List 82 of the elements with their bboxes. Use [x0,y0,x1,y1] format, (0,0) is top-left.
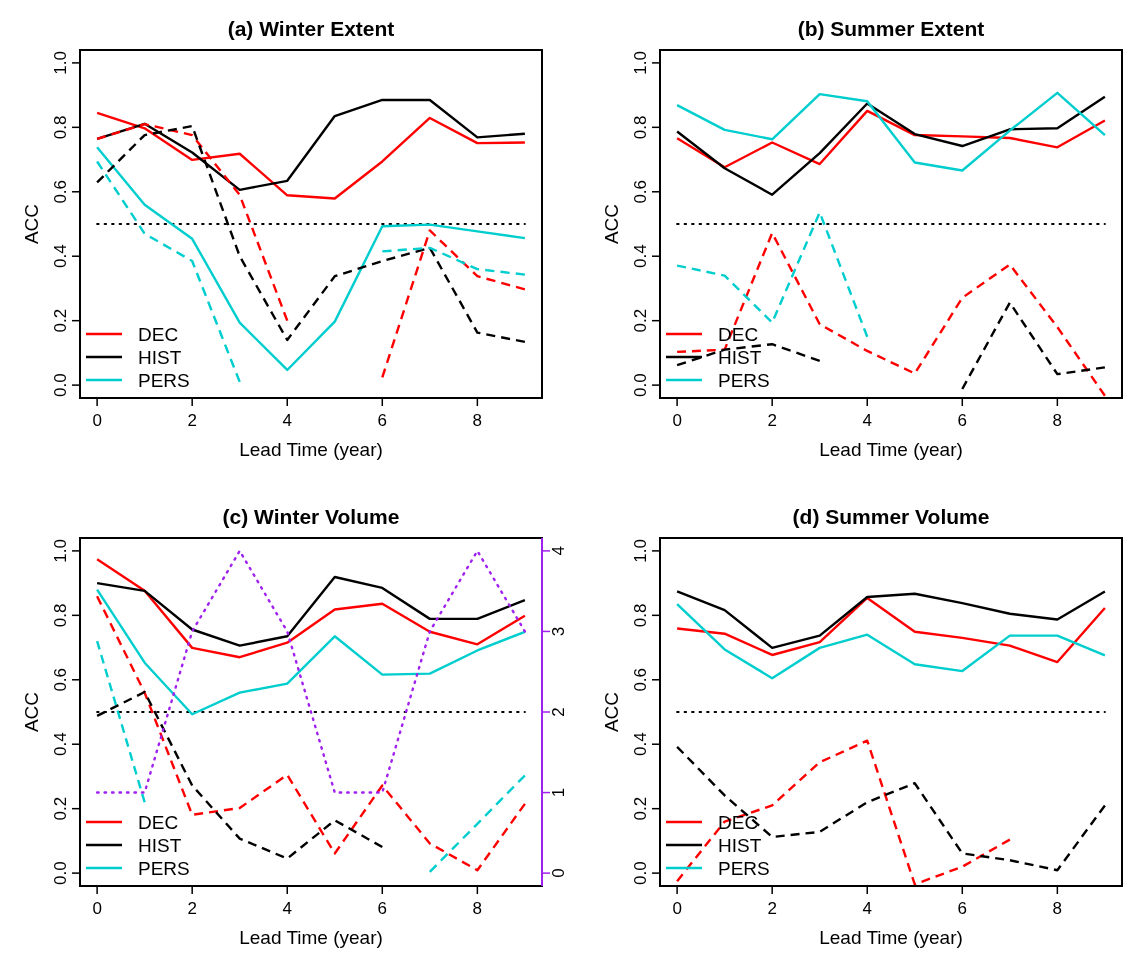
x-tick-label: 8 [472,411,483,430]
y-tick-label: 0.8 [51,115,70,140]
legend-label: PERS [718,370,770,391]
x-tick-label: 6 [957,411,968,430]
line-series [675,95,1107,196]
y-tick-label: 0.4 [631,732,650,757]
x-tick-label: 6 [957,899,968,918]
x-tick-label: 0 [672,899,682,918]
y-tick-label: 1.0 [51,51,70,75]
x-tick-label: 2 [187,899,197,918]
y-tick-label: 0.8 [51,603,70,628]
y-tick-label: 0.0 [631,373,650,397]
y-axis-title: ACC [21,691,42,733]
y-tick-label: 0.2 [51,796,70,821]
y-tick-label: 1.0 [631,51,650,75]
line-series [675,231,1107,397]
y-tick-label: 0.6 [51,179,70,204]
y-tick-label: 0.8 [631,603,650,628]
y2-tick-label: 0 [549,868,568,878]
legend-label: PERS [138,370,190,391]
y-axis-title: ACC [21,203,42,245]
x-tick-label: 4 [862,899,872,918]
line-series [675,596,1107,664]
y-tick-label: 0.4 [51,732,70,757]
x-tick-label: 4 [282,899,292,918]
x-tick-label: 0 [672,411,682,430]
y2-tick-label: 1 [549,787,568,798]
x-axis-title: Lead Time (year) [239,927,383,948]
y-axis-title: ACC [601,691,622,733]
y-tick-label: 0.4 [631,244,650,269]
line-series [675,602,1107,680]
x-tick-label: 2 [187,411,197,430]
y-tick-label: 0.4 [51,244,70,269]
y-tick-label: 0.2 [631,308,650,333]
y2-tick-label: 3 [549,626,568,637]
chart-title: (d) Summer Volume [792,505,990,528]
line-series [675,739,1012,886]
y-tick-label: 1.0 [51,539,70,563]
x-tick-label: 6 [377,899,388,918]
legend-label: DEC [138,812,179,833]
line-series [675,91,1107,172]
x-tick-label: 8 [1052,411,1063,430]
legend-label: DEC [718,812,759,833]
x-axis-title: Lead Time (year) [819,927,963,948]
x-tick-label: 8 [1052,899,1063,918]
line-series [95,558,527,659]
line-series [675,590,1107,650]
y-tick-label: 0.0 [51,861,70,885]
y2-tick-label: 4 [549,546,568,556]
y-tick-label: 0.6 [51,667,70,692]
x-axis-title: Lead Time (year) [819,439,963,460]
chart-title: (b) Summer Extent [797,17,985,40]
chart-title: (a) Winter Extent [227,17,395,40]
legend-label: HIST [138,347,182,368]
y2-tick-label: 2 [549,707,568,717]
legend-label: HIST [718,835,762,856]
legend-label: PERS [718,858,770,879]
y-tick-label: 0.6 [631,179,650,204]
line-series [675,109,1107,169]
x-tick-label: 6 [377,411,388,430]
x-tick-label: 0 [92,411,102,430]
y-tick-label: 1.0 [631,539,650,563]
y-tick-label: 0.6 [631,667,650,692]
line-series [95,575,527,647]
y-tick-label: 0.0 [631,861,650,885]
legend-label: PERS [138,858,190,879]
chart-title: (c) Winter Volume [222,505,400,528]
legend-label: HIST [138,835,182,856]
x-tick-label: 4 [282,411,292,430]
x-tick-label: 4 [862,411,872,430]
x-tick-label: 2 [767,899,777,918]
y-axis-title: ACC [601,203,622,245]
y-tick-label: 0.8 [631,115,650,140]
x-tick-label: 8 [472,899,483,918]
legend-label: HIST [718,347,762,368]
x-axis-title: Lead Time (year) [239,439,383,460]
x-tick-label: 0 [92,899,102,918]
y-tick-label: 0.0 [51,373,70,397]
y-tick-label: 0.2 [51,308,70,333]
x-tick-label: 2 [767,411,777,430]
y-tick-label: 0.2 [631,796,650,821]
legend-label: DEC [138,324,179,345]
